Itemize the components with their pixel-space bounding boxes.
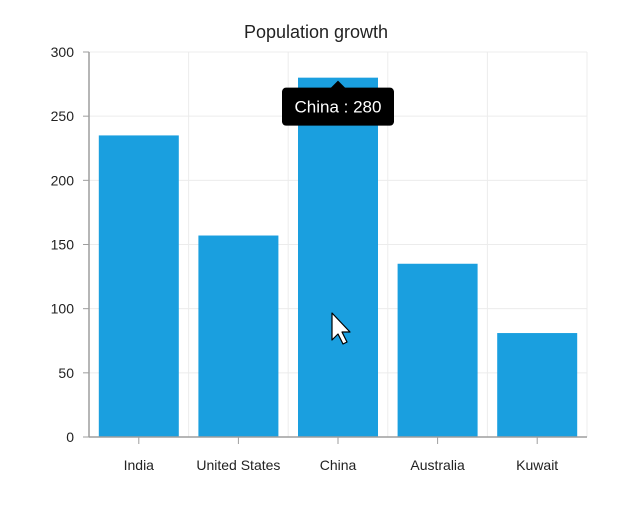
y-axis-ticks: 0 50 100 150 200 250 300 <box>51 44 89 445</box>
x-tick-label: India <box>124 457 155 473</box>
y-tick-label: 250 <box>51 108 75 124</box>
x-tick-label: China <box>320 457 357 473</box>
y-tick-label: 0 <box>66 429 74 445</box>
tooltip-pointer <box>330 80 346 89</box>
y-tick-label: 100 <box>51 301 75 317</box>
chart-title: Population growth <box>244 22 388 42</box>
bar[interactable] <box>497 333 578 437</box>
y-tick-label: 150 <box>51 237 75 253</box>
x-tick-label: Australia <box>410 457 465 473</box>
x-tick-label: Kuwait <box>516 457 558 473</box>
tooltip-box <box>282 87 394 126</box>
bar[interactable] <box>198 235 279 437</box>
bar[interactable] <box>298 77 378 438</box>
y-tick-label: 50 <box>58 365 74 381</box>
bar-series <box>98 77 578 438</box>
tooltip-text: China : 280 <box>295 98 382 117</box>
y-tick-label: 300 <box>51 44 75 60</box>
y-tick-label: 200 <box>51 172 75 188</box>
bar[interactable] <box>98 135 179 437</box>
x-axis-ticks: India United States China Australia Kuwait <box>124 437 558 473</box>
mouse-cursor-icon <box>331 312 351 345</box>
bar[interactable] <box>397 263 478 437</box>
x-tick-label: United States <box>196 457 280 473</box>
tooltip: China : 280 <box>282 80 394 126</box>
